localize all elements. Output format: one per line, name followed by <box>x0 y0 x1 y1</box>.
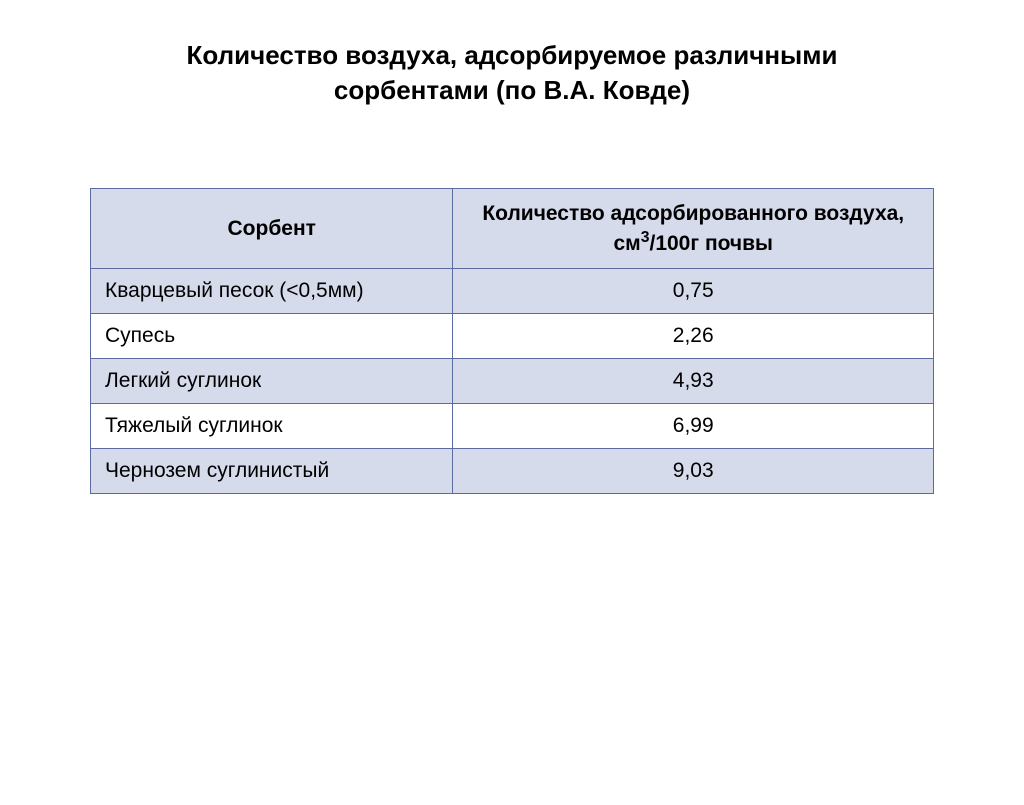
table-row: Супесь 2,26 <box>91 313 934 358</box>
cell-value: 2,26 <box>453 313 934 358</box>
cell-sorbent: Тяжелый суглинок <box>91 403 453 448</box>
cell-sorbent: Супесь <box>91 313 453 358</box>
cell-value: 9,03 <box>453 448 934 493</box>
page-title: Количество воздуха, адсорбируемое различ… <box>0 38 1024 108</box>
col-header-amount-post: /100г почвы <box>649 232 772 255</box>
cell-sorbent: Легкий суглинок <box>91 358 453 403</box>
table-row: Чернозем суглинистый 9,03 <box>91 448 934 493</box>
cell-value: 4,93 <box>453 358 934 403</box>
table-row: Легкий суглинок 4,93 <box>91 358 934 403</box>
table-header-row: Сорбент Количество адсорбированного возд… <box>91 189 934 269</box>
col-header-sorbent: Сорбент <box>91 189 453 269</box>
col-header-amount: Количество адсорбированного воздуха, см3… <box>453 189 934 269</box>
title-line-2: сорбентами (по В.А. Ковде) <box>334 75 690 105</box>
adsorption-table: Сорбент Количество адсорбированного возд… <box>90 188 934 494</box>
cell-sorbent: Кварцевый песок (<0,5мм) <box>91 268 453 313</box>
table-row: Кварцевый песок (<0,5мм) 0,75 <box>91 268 934 313</box>
cell-sorbent: Чернозем суглинистый <box>91 448 453 493</box>
table-container: Сорбент Количество адсорбированного возд… <box>90 188 934 494</box>
title-line-1: Количество воздуха, адсорбируемое различ… <box>187 40 838 70</box>
cell-value: 6,99 <box>453 403 934 448</box>
table-row: Тяжелый суглинок 6,99 <box>91 403 934 448</box>
cell-value: 0,75 <box>453 268 934 313</box>
